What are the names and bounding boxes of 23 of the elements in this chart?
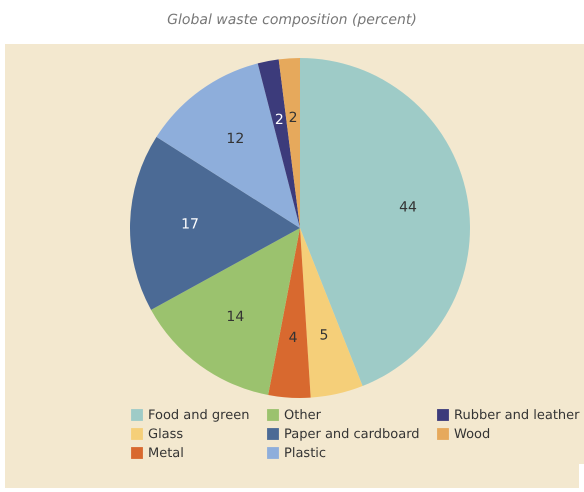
legend-label: Paper and cardboard [284,427,420,442]
data-label: 44 [399,199,418,216]
legend-label: Glass [148,427,184,442]
legend-label: Rubber and leather [454,408,580,423]
data-label: 17 [181,216,199,233]
data-label: 12 [226,131,244,148]
pie-slice [300,228,363,398]
legend-label: Wood [454,427,490,442]
chart-title: Global waste composition (percent) [166,11,418,30]
pie-slice [268,228,311,398]
pie-slice [300,58,470,386]
legend-label: Food and green [148,408,250,423]
pie-slice [258,59,300,228]
data-label: 4 [288,330,298,346]
data-label: 2 [288,110,298,126]
pie-slice [151,228,300,395]
data-label: 2 [274,112,284,128]
pie-slice [156,63,300,228]
data-label: 14 [226,308,244,325]
legend-label: Metal [148,446,184,461]
data-label: 5 [320,327,328,344]
legend-label: Other [284,408,322,423]
legend-label: Plastic [284,446,326,461]
